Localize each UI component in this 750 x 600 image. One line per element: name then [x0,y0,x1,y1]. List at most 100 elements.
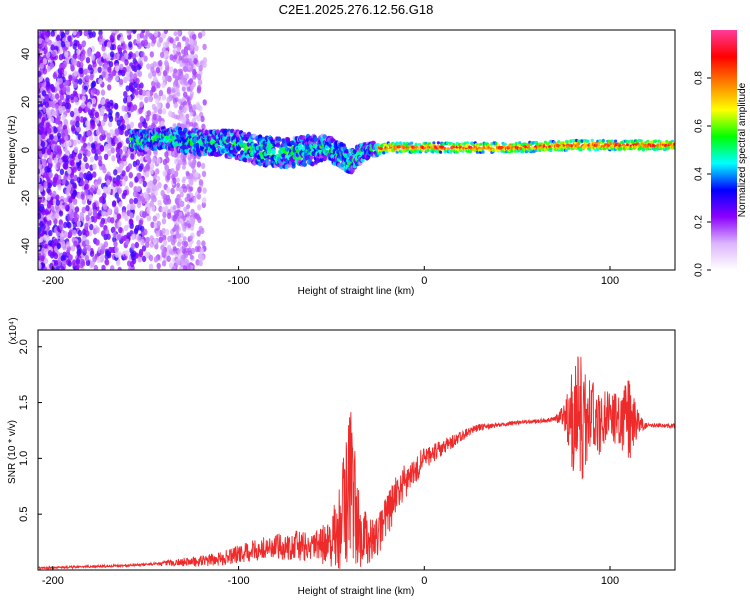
spectrogram-cell [48,100,54,108]
spectrogram-cell [310,161,315,167]
colorbar-tick-label: 0.6 [694,119,705,133]
spectrogram-cell [315,157,321,163]
spectrogram-cell [121,55,126,63]
spectrogram-cell [101,98,106,106]
spectrogram-cell [77,229,83,237]
spectrogram-cell [190,217,196,225]
spectrogram-cell [166,255,171,262]
spectrogram-cell [83,155,88,163]
spectrogram-cell [153,92,158,100]
spectrogram-cell [46,65,51,73]
spectrogram-cell [103,62,108,69]
snr-y-tick-label: 2.0 [18,339,30,354]
spectrogram-cell [148,32,153,40]
spectrogram-cell [114,30,120,34]
spectrogram-cell [122,43,127,51]
spectrogram-cell [640,142,644,146]
spectrogram-cell [160,189,165,197]
snr-x-tick-label: -100 [228,575,250,587]
spectrogram-cell [110,265,115,270]
spectrogram-cell [101,45,106,52]
spectrogram-cell [104,145,109,152]
spectrogram-cell [73,70,78,77]
spectrogram-cell [302,162,307,168]
spectrogram-cell [51,50,56,58]
spectrogram-cell [38,109,41,116]
spectrogram-cell [65,41,71,48]
spectrogram-cell [136,201,142,209]
snr-multiplier-label: (x10⁴) [8,317,19,344]
spectrogram-cell [63,231,69,238]
spectrogram-cell [161,108,167,115]
spectrogram-cell [61,178,66,186]
spectrogram-cell [184,221,188,227]
spectrogram-cell [85,74,90,81]
spectrogram-cell [65,149,70,156]
spectrogram-cell [639,139,643,143]
spectrogram-cell [86,130,91,137]
spectrogram-cell [174,213,179,219]
spectrogram-cell [196,239,201,247]
spectrogram-cell [146,207,151,214]
spectrogram-cell [81,234,87,241]
spectrogram-cell [72,59,78,66]
spectrogram-cell [73,146,79,153]
spectrogram-cell [67,222,72,229]
spectrogram-cell [187,30,192,36]
spectrogram-cell [159,51,165,59]
spectrogram-cell [196,115,201,122]
spectrogram-cell [109,34,114,42]
spectrogram-cell [67,167,72,175]
spectrogram-cell [55,194,60,201]
spectrogram-cell [189,254,194,260]
spectrogram-cell [142,180,147,188]
spectrogram-cell [127,30,132,35]
spectrogram-cell [70,160,75,167]
spectrogram-cell [58,105,63,112]
spectrogram-cell [186,44,191,50]
spectrogram-cell [140,156,145,163]
spectrogram-cell [158,60,163,67]
spectrogram-cell [189,91,194,97]
spectrogram-cell [39,62,45,70]
spectrogram-cell [185,113,190,119]
spectrogram-cell [165,194,171,202]
spectrogram-cell [156,220,161,228]
spectrogram-cell [128,266,133,270]
spectrogram-cell [87,50,92,57]
spectrogram-cell [101,71,106,78]
spectrogram-cell [81,53,86,60]
spectrogram-cell [137,256,142,263]
spectrogram-cell [138,250,144,257]
spectrogram-cell [201,123,206,130]
spectrogram-cell [65,204,70,211]
spectrogram-cell [41,190,46,197]
spectrogram-cell [139,115,145,123]
spectrogram-cell [72,229,77,236]
spectrogram-cell [123,175,128,182]
spectrogram-cell [186,96,191,102]
spectrogram-cell [90,54,96,61]
spectrogram-cell [164,59,169,67]
spectrogram-cell [145,236,150,244]
spectrogram-cell [52,110,57,117]
spectrogram-cell [58,77,63,85]
spectrogram-cell [143,55,148,62]
spectrogram-cell [125,74,131,82]
spectrogram-cell [143,192,148,199]
spectrogram-cell [65,30,70,35]
spectrogram-cell [100,254,105,261]
spectrogram-cell [636,142,640,146]
colorbar-gradient [711,30,737,270]
spectrogram-cell [120,118,126,126]
spectrogram-cell [186,184,191,190]
colorbar-tick-label: 0.0 [694,263,705,277]
spectrogram-cell [119,124,125,131]
spectrogram-cell [198,179,204,186]
spectrogram-cell [189,235,194,240]
spectrogram-cell [46,108,51,116]
spectrogram-cell [481,150,485,154]
spectrogram-cell [92,216,98,223]
spectrogram-cell [141,210,147,218]
spectrogram-cell [161,218,167,225]
